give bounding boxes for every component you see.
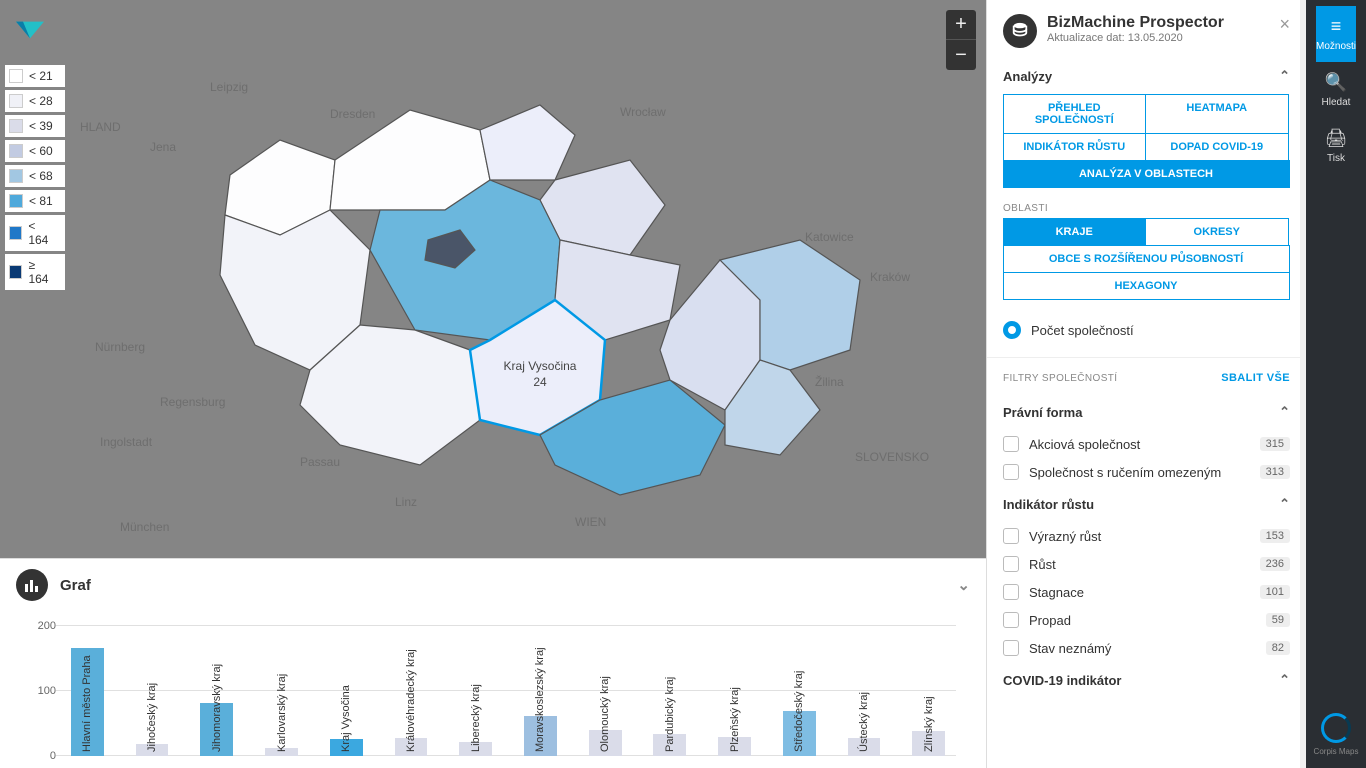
database-icon xyxy=(1003,14,1037,48)
checkbox-icon xyxy=(1003,556,1019,572)
filter-item[interactable]: Akciová společnost315 xyxy=(987,430,1306,458)
filter-group-head[interactable]: COVID-19 indikátor⌃ xyxy=(987,662,1306,698)
region-Ústecký[interactable] xyxy=(330,110,490,210)
side-panel: BizMachine Prospector Aktualizace dat: 1… xyxy=(986,0,1306,768)
filter-item[interactable]: Stagnace101 xyxy=(987,578,1306,606)
filter-item[interactable]: Společnost s ručením omezeným313 xyxy=(987,458,1306,486)
bar-slot[interactable]: Královéhradecký kraj xyxy=(384,611,439,756)
bar-slot[interactable]: Jihočeský kraj xyxy=(125,611,180,756)
region-tooltip-name: Kraj Vysočina xyxy=(504,359,577,373)
btn-indik-tor-r-stu[interactable]: INDIKÁTOR RŮSTU xyxy=(1003,133,1147,161)
bar-slot[interactable]: Liberecký kraj xyxy=(448,611,503,756)
metric-radio[interactable]: Počet společností xyxy=(987,313,1306,353)
bar-chart-icon xyxy=(16,569,48,601)
filter-item[interactable]: Stav neznámý82 xyxy=(987,634,1306,662)
scrollbar[interactable] xyxy=(1300,0,1306,768)
zoom-out-button[interactable]: − xyxy=(946,40,976,70)
radio-icon xyxy=(1003,321,1021,339)
graph-title: Graf xyxy=(60,577,91,594)
bar-slot[interactable]: Ústecký kraj xyxy=(837,611,892,756)
checkbox-icon xyxy=(1003,464,1019,480)
filters-label: FILTRY SPOLEČNOSTÍ xyxy=(1003,373,1117,384)
legend-item: < 21 xyxy=(5,65,65,87)
filter-item[interactable]: Růst236 xyxy=(987,550,1306,578)
legend-item: < 68 xyxy=(5,165,65,187)
panel-subtitle: Aktualizace dat: 13.05.2020 xyxy=(1047,32,1224,44)
legend-item: < 60 xyxy=(5,140,65,162)
btn-kraje[interactable]: KRAJE xyxy=(1003,218,1147,246)
section-analyzy[interactable]: Analýzy ⌃ xyxy=(987,58,1306,94)
zoom-control: + − xyxy=(946,10,976,70)
checkbox-icon xyxy=(1003,436,1019,452)
corpis-logo-icon xyxy=(1321,713,1351,743)
bar-slot[interactable]: Hlavní město Praha xyxy=(60,611,115,756)
legend-item: < 28 xyxy=(5,90,65,112)
checkbox-icon xyxy=(1003,612,1019,628)
filter-item[interactable]: Propad59 xyxy=(987,606,1306,634)
choropleth-map[interactable]: Kraj Vysočina 24 xyxy=(160,50,920,530)
filter-group-head[interactable]: Indikátor růstu⌃ xyxy=(987,486,1306,522)
region-tooltip-value: 24 xyxy=(533,375,547,389)
close-panel-button[interactable]: × xyxy=(1279,14,1290,35)
filter-group-head[interactable]: Právní forma⌃ xyxy=(987,394,1306,430)
bar-slot[interactable]: Středočeský kraj xyxy=(772,611,827,756)
zoom-in-button[interactable]: + xyxy=(946,10,976,40)
toolbar-tisk[interactable]: 🖨Tisk xyxy=(1316,118,1356,174)
btn-heatmapa[interactable]: HEATMAPA xyxy=(1145,94,1289,134)
checkbox-icon xyxy=(1003,640,1019,656)
btn-obce-s-roz-enou-p-sobnost-[interactable]: OBCE S ROZŠÍŘENOU PŮSOBNOSTÍ xyxy=(1003,245,1290,273)
bar-slot[interactable]: Karlovarský kraj xyxy=(254,611,309,756)
btn-okresy[interactable]: OKRESY xyxy=(1145,218,1289,246)
btn-p-ehled-spole-nost-[interactable]: PŘEHLED SPOLEČNOSTÍ xyxy=(1003,94,1147,134)
bar-slot[interactable]: Plzeňský kraj xyxy=(707,611,762,756)
bar-slot[interactable]: Kraj Vysočina xyxy=(319,611,374,756)
oblasti-label: OBLASTI xyxy=(987,197,1306,218)
legend-item: ≥ 164 xyxy=(5,254,65,290)
toolbar-hledat[interactable]: 🔍Hledat xyxy=(1316,62,1356,118)
bar-slot[interactable]: Pardubický kraj xyxy=(642,611,697,756)
app-logo xyxy=(10,10,50,50)
bar-slot[interactable]: Zlínský kraj xyxy=(901,611,956,756)
bar-slot[interactable]: Jihomoravský kraj xyxy=(189,611,244,756)
legend-item: < 39 xyxy=(5,115,65,137)
graph-panel: Graf ⌄ 0100200 Hlavní město PrahaJihočes… xyxy=(0,558,986,768)
bar-chart: 0100200 Hlavní město PrahaJihočeský kraj… xyxy=(0,611,986,768)
btn-anal-za-v-oblastech[interactable]: ANALÝZA V OBLASTECH xyxy=(1003,160,1290,188)
legend-item: < 81 xyxy=(5,190,65,212)
map-area[interactable]: LeipzigDresdenWrocławJenaHLANDKatowiceKr… xyxy=(0,0,986,558)
checkbox-icon xyxy=(1003,528,1019,544)
btn-dopad-covid-19[interactable]: DOPAD COVID-19 xyxy=(1145,133,1289,161)
right-toolbar: ≡Možnosti🔍Hledat🖨Tisk Corpis Maps xyxy=(1306,0,1366,768)
graph-header[interactable]: Graf ⌄ xyxy=(0,559,986,611)
toolbar-možnosti[interactable]: ≡Možnosti xyxy=(1316,6,1356,62)
collapse-all-link[interactable]: SBALIT VŠE xyxy=(1221,372,1290,384)
chevron-up-icon: ⌃ xyxy=(1279,68,1290,84)
filter-item[interactable]: Výrazný růst153 xyxy=(987,522,1306,550)
panel-title: BizMachine Prospector xyxy=(1047,14,1224,32)
region-Liberecký[interactable] xyxy=(480,105,575,180)
brand-footer: Corpis Maps xyxy=(1314,701,1359,768)
bar-slot[interactable]: Olomoucký kraj xyxy=(578,611,633,756)
bar-slot[interactable]: Moravskoslezský kraj xyxy=(513,611,568,756)
checkbox-icon xyxy=(1003,584,1019,600)
chevron-down-icon: ⌄ xyxy=(957,576,970,594)
legend-item: < 164 xyxy=(5,215,65,251)
map-legend: < 21 < 28 < 39 < 60 < 68 < 81 < 164≥ 164 xyxy=(5,65,65,293)
btn-hexagony[interactable]: HEXAGONY xyxy=(1003,272,1290,300)
